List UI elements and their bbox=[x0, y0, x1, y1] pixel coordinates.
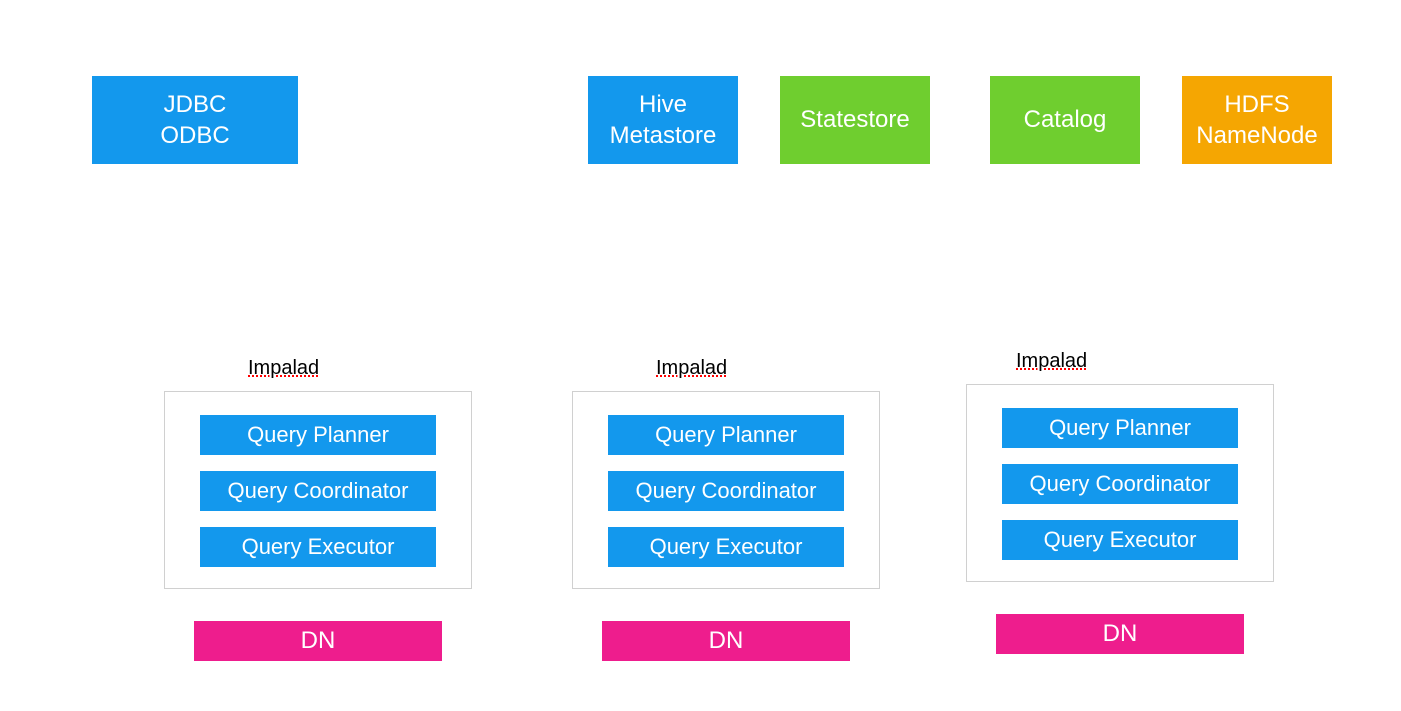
query-executor-box-0: Query Executor bbox=[200, 527, 436, 567]
query-coordinator-box-0: Query Coordinator bbox=[200, 471, 436, 511]
query-executor-box-1: Query Executor bbox=[608, 527, 844, 567]
dn-box-1: DN bbox=[602, 621, 850, 661]
impalad-label-0: Impalad bbox=[248, 357, 319, 380]
statestore-box: Statestore bbox=[780, 76, 930, 164]
query-coordinator-box-1: Query Coordinator bbox=[608, 471, 844, 511]
query-planner-box-1: Query Planner bbox=[608, 415, 844, 455]
dn-box-2: DN bbox=[996, 614, 1244, 654]
impalad-label-2: Impalad bbox=[1016, 350, 1087, 373]
jdbc-odbc-box: JDBCODBC bbox=[92, 76, 298, 164]
impalad-label-1: Impalad bbox=[656, 357, 727, 380]
query-coordinator-box-2: Query Coordinator bbox=[1002, 464, 1238, 504]
query-planner-box-2: Query Planner bbox=[1002, 408, 1238, 448]
dn-box-0: DN bbox=[194, 621, 442, 661]
catalog-box: Catalog bbox=[990, 76, 1140, 164]
query-planner-box-0: Query Planner bbox=[200, 415, 436, 455]
hdfs-namenode-box: HDFSNameNode bbox=[1182, 76, 1332, 164]
query-executor-box-2: Query Executor bbox=[1002, 520, 1238, 560]
hive-metastore-box: HiveMetastore bbox=[588, 76, 738, 164]
